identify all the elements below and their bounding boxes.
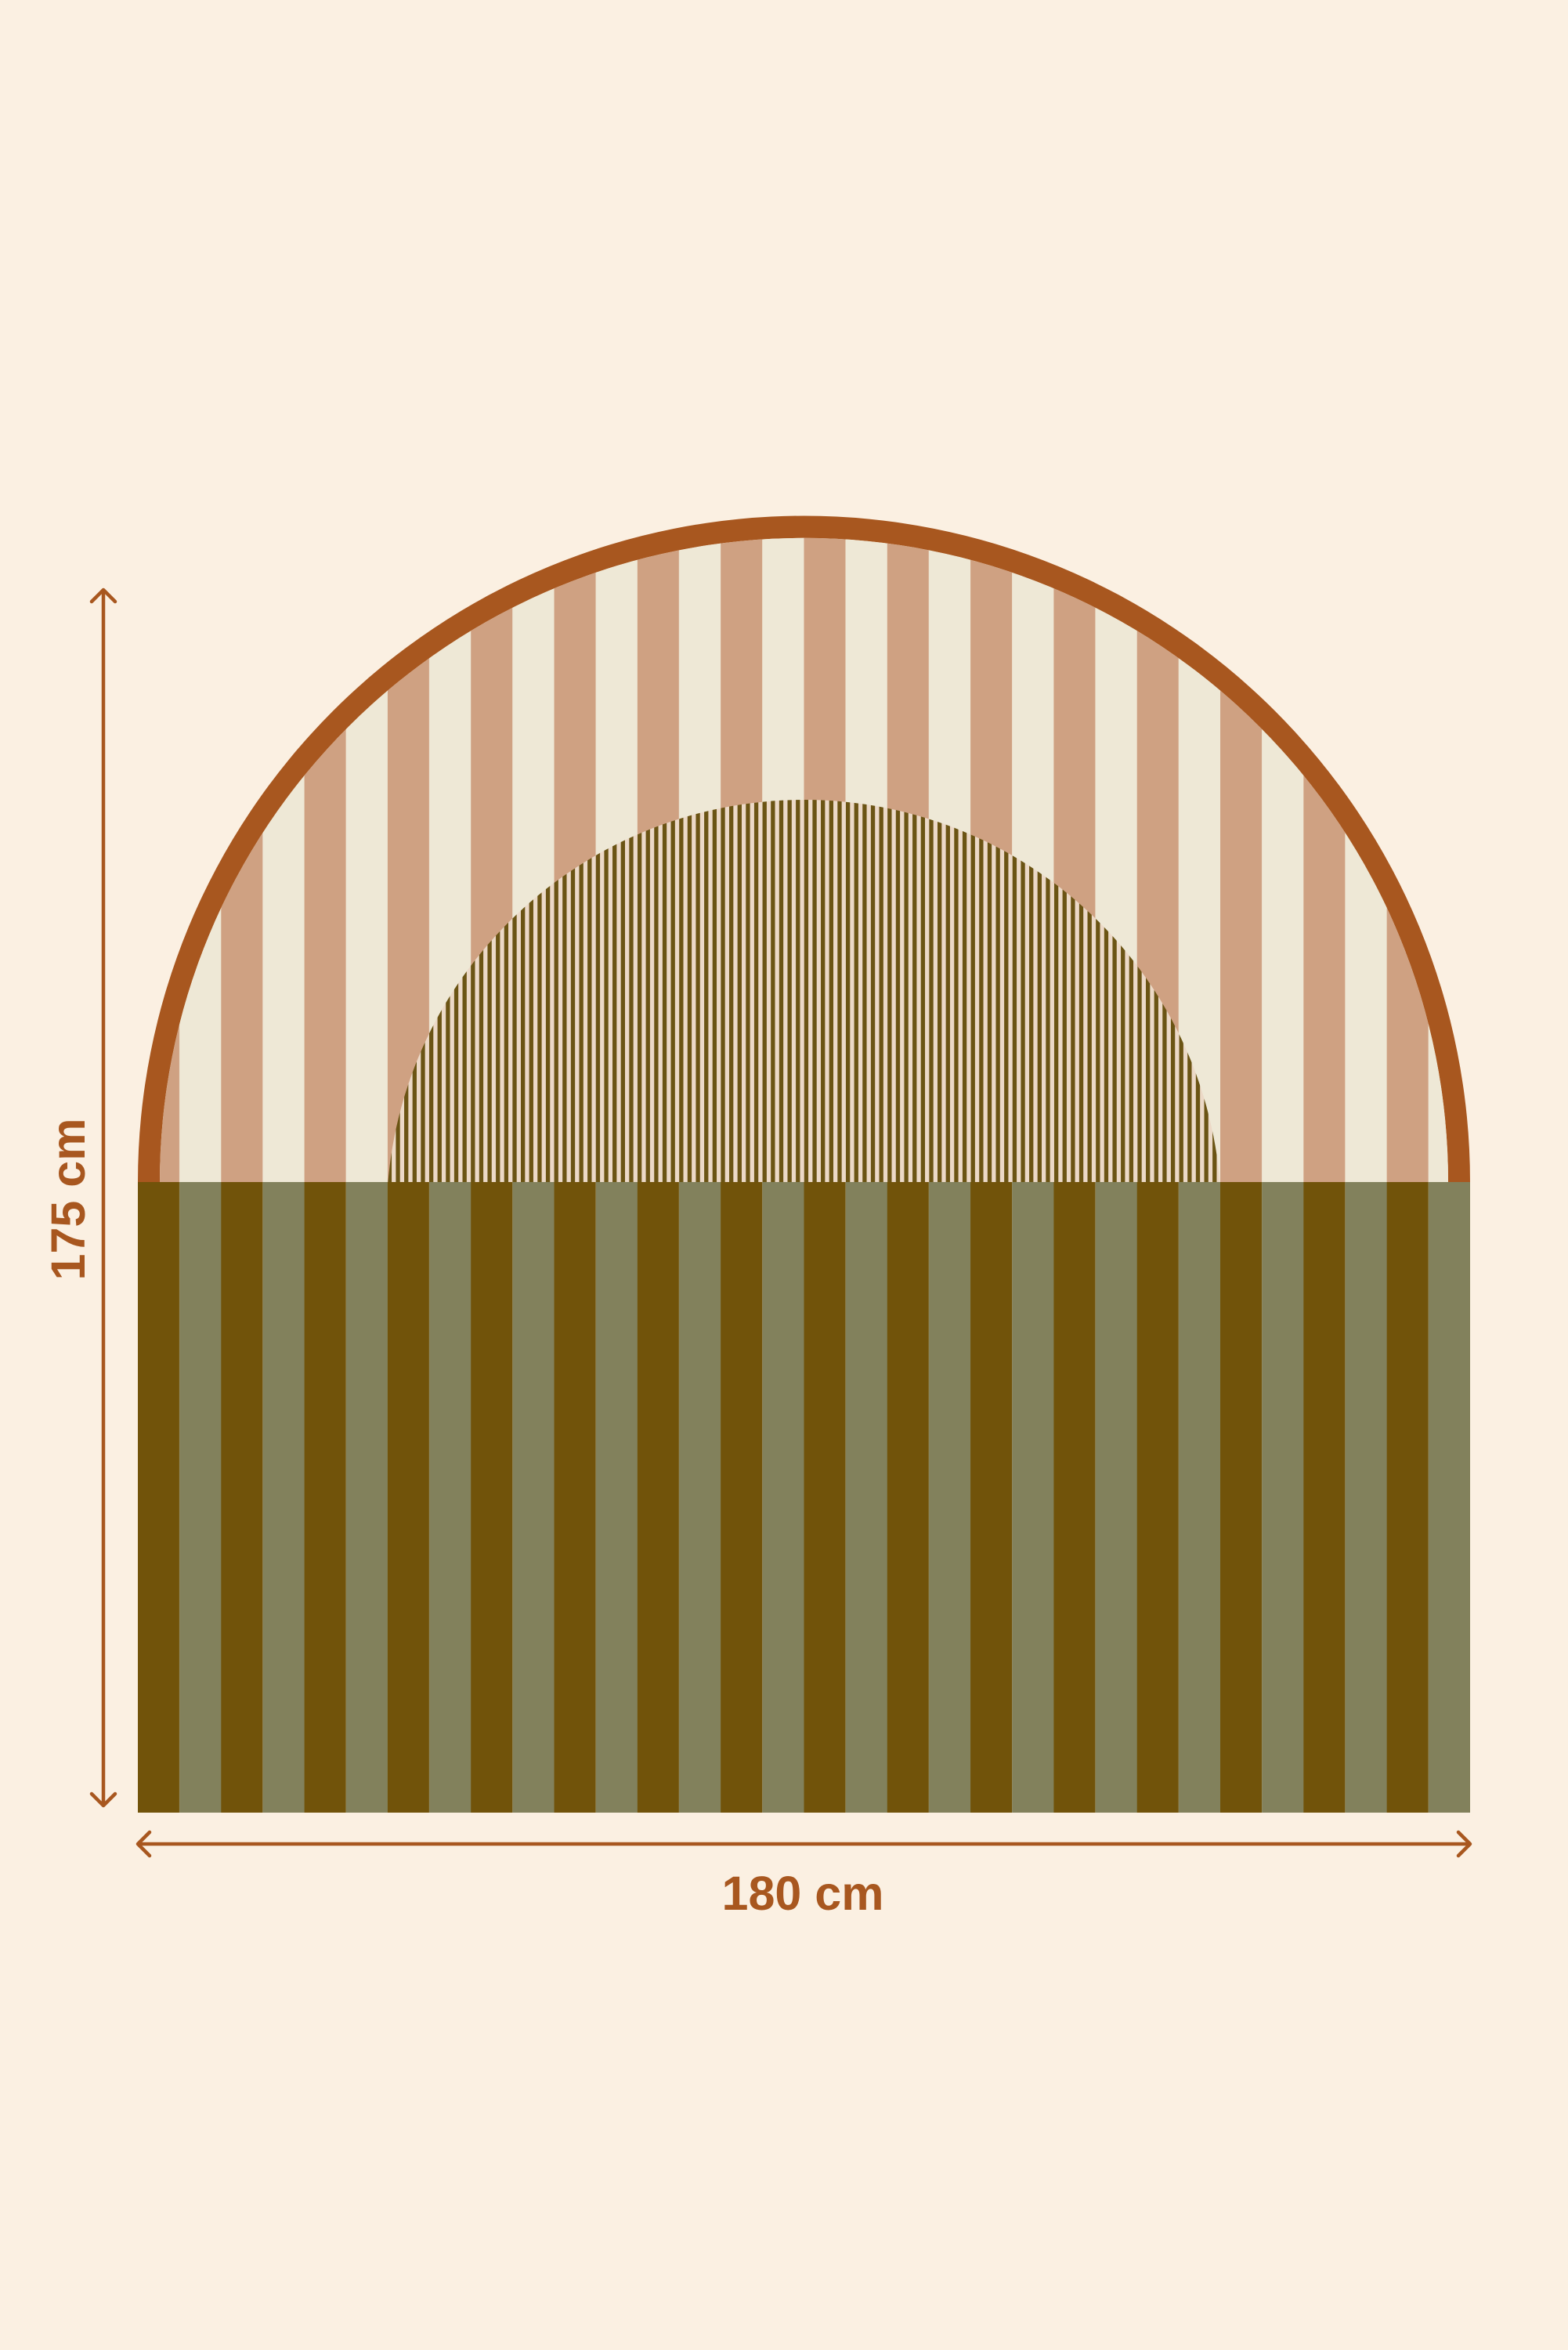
- svg-text:175 cm: 175 cm: [42, 1119, 95, 1281]
- svg-text:180 cm: 180 cm: [722, 1867, 884, 1920]
